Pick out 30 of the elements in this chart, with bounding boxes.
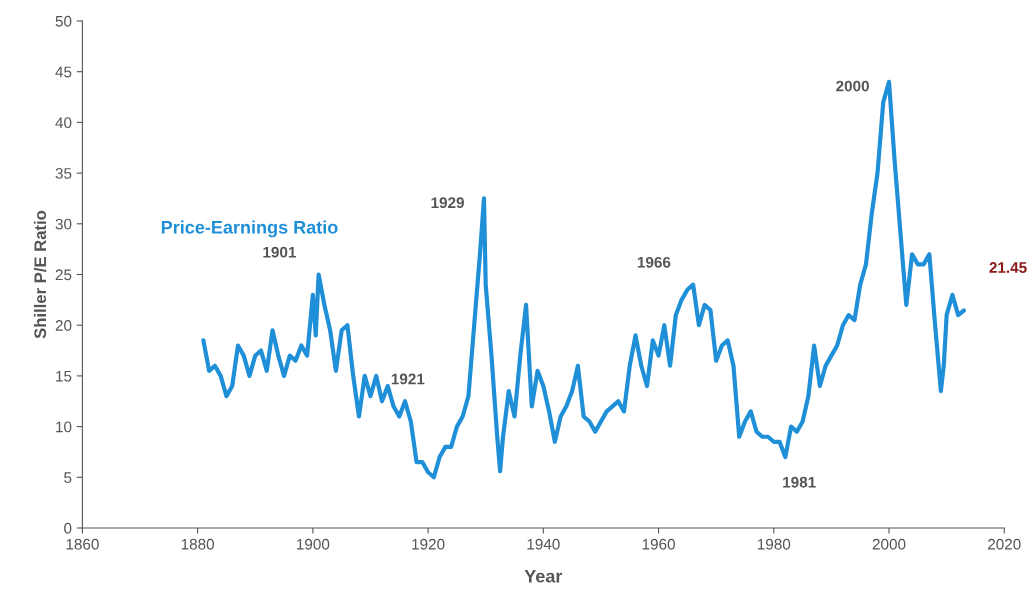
x-tick-label: 1900 [297, 538, 330, 550]
x-tick-label: 1960 [642, 538, 675, 550]
x-tick-label: 2020 [988, 538, 1021, 550]
annotation: 1966 [637, 256, 671, 268]
y-tick-label: 30 [55, 218, 72, 230]
y-tick-label: 35 [55, 167, 72, 179]
x-tick-label: 1860 [66, 538, 99, 550]
y-tick-label: 5 [64, 472, 72, 483]
annotation: 1929 [431, 197, 464, 209]
y-tick-label: 50 [55, 15, 72, 27]
y-tick-label: 45 [55, 66, 72, 78]
y-tick-label: 40 [55, 117, 72, 129]
y-axis-title: Shiller P/E Ratio [33, 210, 47, 339]
x-tick-label: 1920 [412, 538, 445, 550]
y-tick-label: 20 [55, 320, 72, 331]
y-tick-label: 15 [56, 370, 72, 382]
annotation: 1921 [391, 373, 425, 385]
text: Price-Earnings Ratio [161, 220, 338, 238]
x-tick-label: 1940 [527, 538, 560, 550]
annotation: 1981 [783, 476, 816, 488]
annotation: 2000 [836, 80, 869, 92]
x-tick-label: 1880 [181, 538, 215, 550]
x-tick-label: 1980 [757, 538, 791, 550]
y-tick-label: 10 [56, 421, 72, 433]
x-tick-label: 2000 [872, 538, 906, 550]
y-tick-label: 25 [55, 269, 72, 281]
y-tick-label: 0 [64, 522, 72, 534]
x-axis-title: Year [524, 569, 563, 583]
data-label: 21.45 [989, 262, 1027, 273]
annotation: 1901 [263, 246, 296, 258]
